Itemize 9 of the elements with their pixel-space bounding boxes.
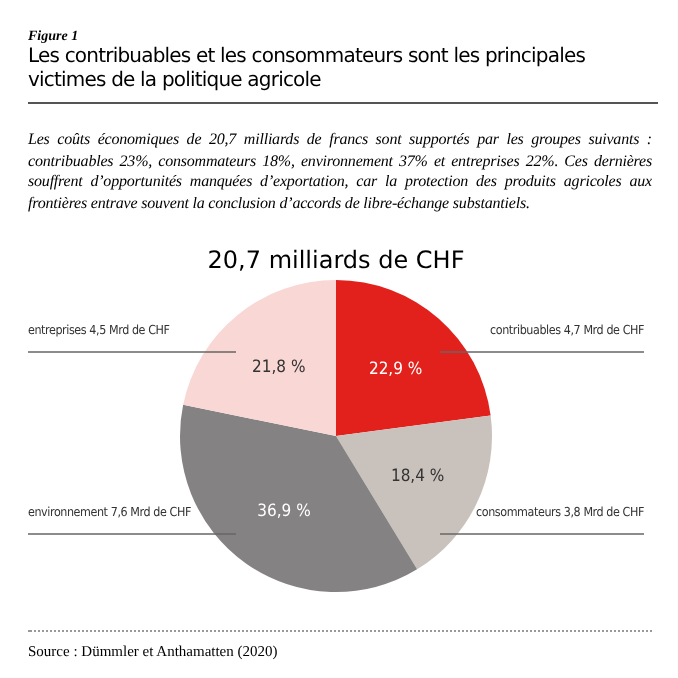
pie-slice bbox=[336, 280, 491, 436]
data-label: 18,4 % bbox=[390, 466, 445, 487]
data-label: 22,9 % bbox=[368, 359, 423, 380]
text: Les coûts économiques de 20,7 milliards de francs sont supportés par les groupes suivants : contribuables 23%, consommateurs 18%, environnement 37% et entreprises 22%. Ces dernières souffrent d’opportunités manquées d’exportation, car la protection des produits agricoles aux frontières entrave souvent la conclusion d’accords de libre-échange substantiels. bbox=[28, 130, 652, 215]
data-label: 36,9 % bbox=[257, 501, 311, 522]
chart-subtitle: Les contribuables et les consommateurs sont les principales victimes de la politique agricole bbox=[28, 46, 658, 104]
pie-slice bbox=[183, 280, 336, 436]
chart-title: 20,7 milliards de CHF bbox=[207, 246, 465, 274]
data-label: 21,8 % bbox=[252, 357, 306, 378]
